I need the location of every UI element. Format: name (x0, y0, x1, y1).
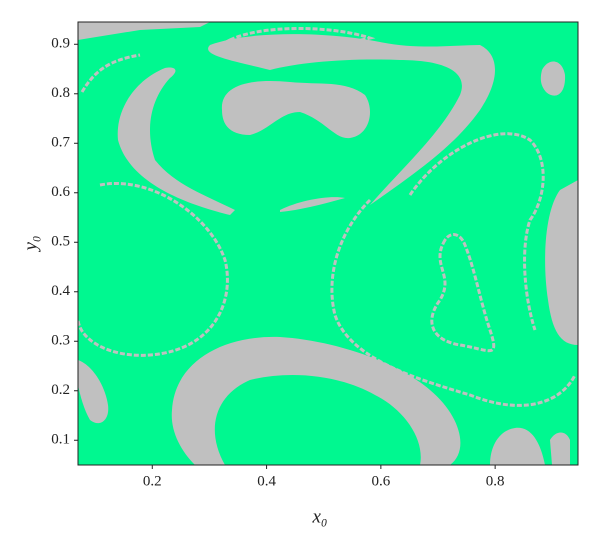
regions (78, 22, 578, 465)
plot-frame (77, 21, 579, 466)
region (171, 336, 461, 465)
region-loop (80, 53, 141, 93)
region (540, 61, 566, 96)
region-loop (430, 233, 496, 353)
y-tick-label: 0.2 (51, 382, 70, 398)
x-tick-label: 0.6 (371, 473, 390, 489)
region-loop (408, 132, 545, 331)
region (280, 197, 345, 212)
region (208, 34, 496, 205)
x-tick-label: 0.4 (257, 473, 276, 489)
y-tick-label: 0.6 (51, 184, 70, 200)
y-axis-label: y₀ (20, 235, 41, 252)
region (545, 180, 578, 345)
region (78, 22, 210, 40)
region (78, 360, 109, 424)
y-tick-label: 0.1 (51, 432, 70, 448)
x-tick-label: 0.2 (143, 473, 162, 489)
y-tick-label: 0.7 (51, 135, 70, 151)
region-loop (78, 182, 229, 357)
y-tick-label: 0.8 (51, 85, 70, 101)
y-tick-label: 0.5 (51, 234, 70, 250)
region (117, 67, 235, 216)
region (490, 427, 570, 465)
region-loop (330, 198, 577, 407)
y-tick-label: 0.9 (51, 36, 70, 52)
x-tick-label: 0.8 (486, 473, 505, 489)
x-axis-label: x₀ (311, 506, 327, 527)
region-loop (225, 27, 376, 49)
y-tick-label: 0.4 (51, 283, 70, 299)
y-tick-label: 0.3 (51, 333, 70, 349)
region (221, 80, 370, 139)
